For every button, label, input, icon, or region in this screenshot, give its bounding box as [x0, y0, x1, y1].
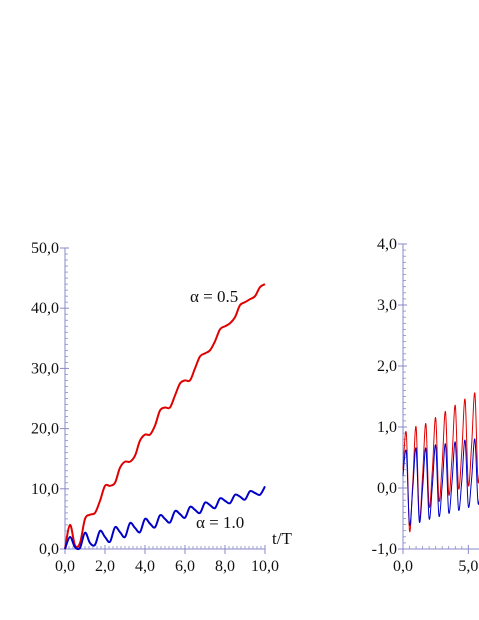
- y-tick-label: 0,0: [39, 541, 59, 558]
- y-tick-label: 0,0: [377, 480, 397, 497]
- series-line: [64, 485, 266, 551]
- series-annotation: α = 1.0: [196, 513, 244, 532]
- y-tick-label: 50,0: [31, 240, 59, 257]
- x-tick-label: 5,0: [458, 558, 478, 575]
- x-tick-label: 8,0: [215, 558, 235, 575]
- x-tick-label: 0,0: [393, 558, 413, 575]
- y-tick-label: 1,0: [377, 419, 397, 436]
- y-tick-label: 3,0: [377, 297, 397, 314]
- x-tick-label: 4,0: [135, 558, 155, 575]
- y-tick-label: 4,0: [377, 236, 397, 253]
- y-tick-label: -1,0: [372, 541, 397, 558]
- y-tick-label: 2,0: [377, 358, 397, 375]
- x-tick-label: 2,0: [95, 558, 115, 575]
- x-axis-label: t/T: [272, 529, 292, 548]
- series-line: [402, 438, 479, 526]
- x-tick-label: 10,0: [251, 558, 279, 575]
- x-tick-label: 0,0: [55, 558, 75, 575]
- left-chart-panel: 0,0 10,0 20,0 30,0 40,0 50,0 0,0 2,0 4,0 6,0 8,0 10…: [31, 240, 292, 575]
- series-annotation: α = 0.5: [190, 287, 238, 306]
- y-tick-label: 10,0: [31, 481, 59, 498]
- series-line: [64, 283, 266, 550]
- y-tick-label: 40,0: [31, 300, 59, 317]
- x-tick-label: 6,0: [175, 558, 195, 575]
- right-chart-panel: -1,00,01,02,03,04,00,0 5,0: [372, 236, 479, 575]
- y-tick-label: 20,0: [31, 421, 59, 438]
- y-tick-label: 30,0: [31, 360, 59, 377]
